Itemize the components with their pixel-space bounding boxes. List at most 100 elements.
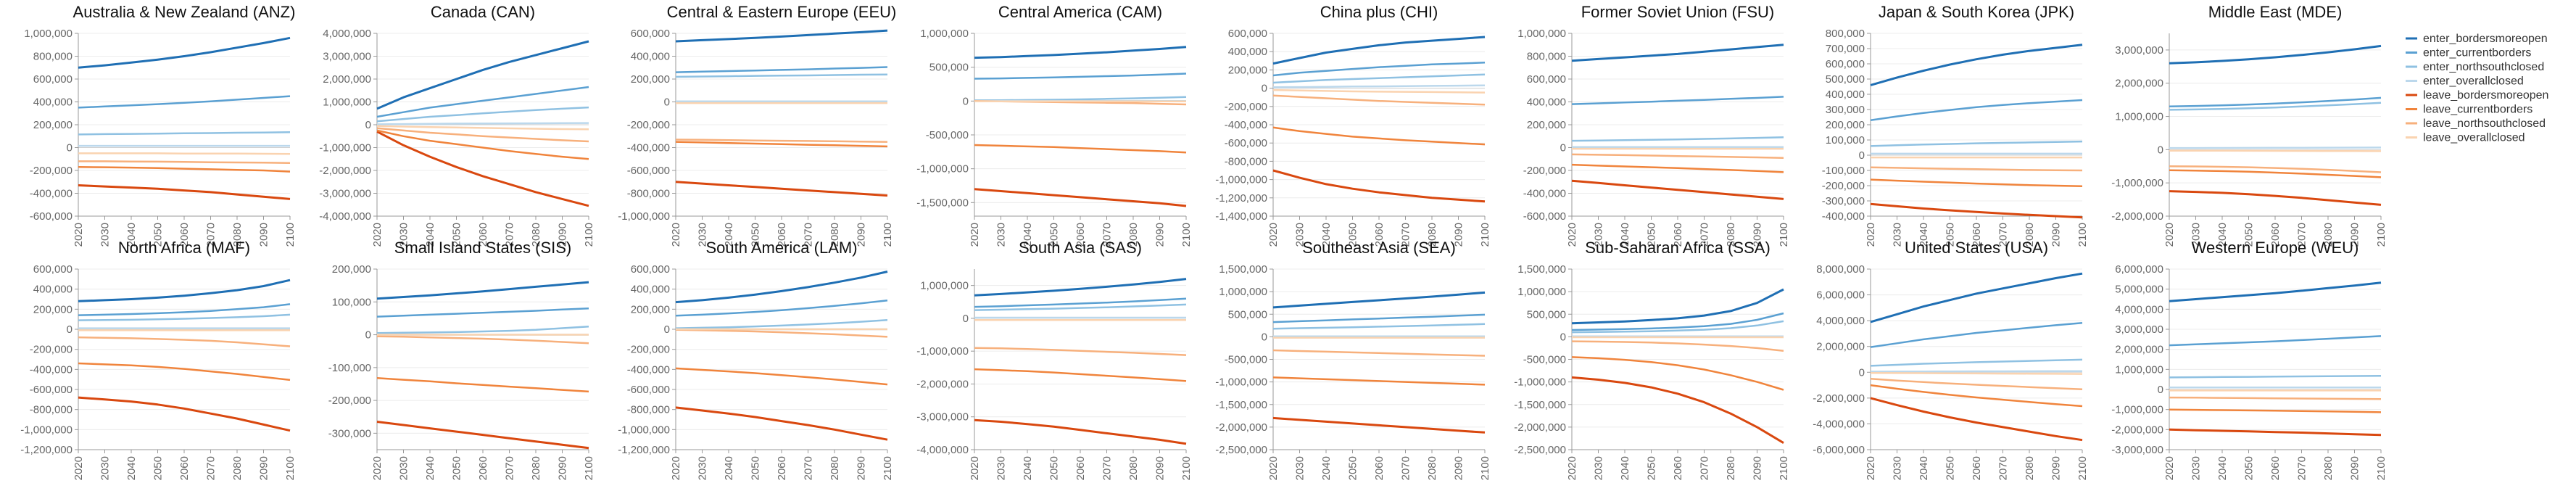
y-tick-label: 1,000,000 (323, 96, 371, 109)
x-tick-label: 2070 (205, 223, 218, 247)
x-tick-label: 2100 (284, 223, 297, 247)
x-tick-label: 2040 (424, 456, 436, 480)
y-tick-label: -200,000 (30, 344, 73, 356)
series-line-enter_bordersmoreopen (1870, 272, 2083, 323)
y-tick-label: -2,500,000 (1514, 444, 1566, 456)
series-line-enter_currentborders (2169, 335, 2382, 347)
x-tick-label: 2020 (73, 456, 85, 480)
x-tick-label: 2030 (2190, 456, 2203, 480)
series-line-leave_bordersmoreopen (1571, 376, 1784, 444)
y-tick-label: 1,000,000 (920, 280, 969, 292)
y-tick-label: -600,000 (30, 384, 73, 396)
series-line-enter_northsouthclosed (376, 325, 589, 334)
series-line-enter_northsouthclosed (1571, 136, 1784, 142)
series-line-enter_currentborders (1571, 312, 1784, 331)
y-tick-label: 600,000 (1228, 28, 1267, 40)
y-tick-label: -1,400,000 (1215, 210, 1267, 223)
y-tick-label: -600,000 (30, 210, 73, 223)
x-tick-label: 2070 (504, 456, 516, 480)
x-tick-label: 2080 (2322, 223, 2335, 247)
y-tick-label: -2,000,000 (916, 378, 969, 390)
y-tick-label: -400,000 (627, 363, 670, 376)
panel-2: Central & Eastern Europe (EEU) -1,000,000… (618, 3, 896, 247)
x-tick-label: 2040 (1918, 456, 1930, 480)
panel-12: Southeast Asia (SEA) -2,500,000 -2,000,000… (1215, 239, 1491, 480)
x-tick-label: 2060 (1971, 223, 1983, 247)
x-tick-label: 2020 (1865, 223, 1877, 247)
y-tick-label: 6,000,000 (1816, 289, 1865, 302)
series-line-enter_bordersmoreopen (1272, 36, 1486, 65)
y-tick-label: -100,000 (1822, 165, 1865, 177)
y-tick-label: -1,000,000 (1215, 376, 1267, 389)
y-tick-label: -6,000,000 (1813, 444, 1865, 456)
series-line-enter_currentborders (974, 297, 1187, 308)
y-tick-label: 600,000 (1826, 58, 1865, 70)
y-tick-label: -200,000 (328, 395, 371, 407)
y-tick-label: -4,000,000 (319, 210, 371, 223)
series-line-leave_bordersmoreopen (675, 406, 888, 441)
series-line-leave_northsouthclosed (78, 336, 291, 347)
x-tick-label: 2080 (530, 456, 542, 480)
x-tick-label: 2040 (1022, 456, 1034, 480)
x-tick-label: 2080 (2024, 456, 2036, 480)
y-tick-label: 2,000,000 (2115, 78, 2163, 90)
x-tick-label: 2040 (424, 223, 436, 247)
series-line-enter_northsouthclosed (1870, 140, 2083, 147)
x-tick-label: 2060 (1971, 456, 1983, 480)
y-tick-label: -200,000 (1225, 101, 1267, 113)
x-tick-label: 2020 (1566, 223, 1578, 247)
panel-1: Canada (CAN) -4,000,000 -3,000,000 -2,000,0… (319, 3, 595, 247)
series-line-enter_currentborders (1571, 96, 1784, 105)
y-tick-label: 800,000 (33, 51, 73, 63)
x-tick-label: 2080 (1426, 456, 1438, 480)
x-tick-label: 2030 (1892, 223, 1904, 247)
x-tick-label: 2060 (178, 456, 191, 480)
series-line-enter_bordersmoreopen (974, 278, 1187, 297)
series-line-leave_northsouthclosed (376, 127, 589, 143)
y-tick-label: 500,000 (1228, 308, 1267, 321)
y-tick-label: -2,500,000 (1215, 444, 1267, 456)
x-tick-label: 2020 (969, 456, 981, 480)
panel-9: Small Island States (SIS) -300,000 -200,00… (328, 239, 595, 480)
y-tick-label: -1,000,000 (618, 424, 670, 436)
y-tick-label: 500,000 (1826, 73, 1865, 86)
y-tick-label: -400,000 (1523, 188, 1566, 200)
series-line-leave_northsouthclosed (2169, 165, 2382, 173)
series-line-leave_northsouthclosed (1571, 153, 1784, 159)
series-line-leave_currentborders (2169, 408, 2382, 413)
x-tick-label: 2060 (1672, 456, 1684, 480)
y-tick-label: -3,000,000 (2111, 444, 2163, 456)
panel-3: Central America (CAM) -1,500,000 -1,000,00… (916, 3, 1193, 247)
x-tick-label: 2030 (1593, 223, 1605, 247)
y-tick-label: 0 (2158, 384, 2163, 396)
panel-title: South America (LAM) (705, 239, 857, 257)
x-tick-label: 2020 (969, 223, 981, 247)
y-tick-label: -200,000 (627, 344, 670, 356)
y-tick-label: -400,000 (627, 142, 670, 154)
series-line-enter_northsouthclosed (78, 313, 291, 321)
x-tick-label: 2080 (1725, 223, 1737, 247)
y-tick-label: 600,000 (631, 263, 670, 276)
x-tick-label: 2080 (530, 223, 542, 247)
series-line-enter_currentborders (1272, 313, 1486, 323)
y-tick-label: 500,000 (929, 62, 969, 74)
x-tick-label: 2030 (1593, 456, 1605, 480)
y-tick-label: 200,000 (1527, 119, 1566, 131)
y-tick-label: 700,000 (1826, 43, 1865, 55)
y-tick-label: -300,000 (328, 427, 371, 440)
x-tick-label: 2060 (776, 223, 788, 247)
x-tick-label: 2080 (1127, 223, 1140, 247)
x-tick-label: 2100 (1778, 456, 1790, 480)
x-tick-label: 2050 (1646, 223, 1658, 247)
series-line-leave_overallclosed (1272, 88, 1486, 94)
series-line-leave_currentborders (1571, 163, 1784, 173)
x-tick-label: 2050 (1945, 456, 1957, 480)
x-tick-label: 2080 (231, 456, 244, 480)
x-tick-label: 2050 (2243, 223, 2256, 247)
x-tick-label: 2030 (995, 223, 1008, 247)
series-line-leave_bordersmoreopen (974, 188, 1187, 207)
x-tick-label: 2080 (2024, 223, 2036, 247)
x-tick-label: 2080 (829, 223, 841, 247)
x-tick-label: 2080 (1127, 456, 1140, 480)
